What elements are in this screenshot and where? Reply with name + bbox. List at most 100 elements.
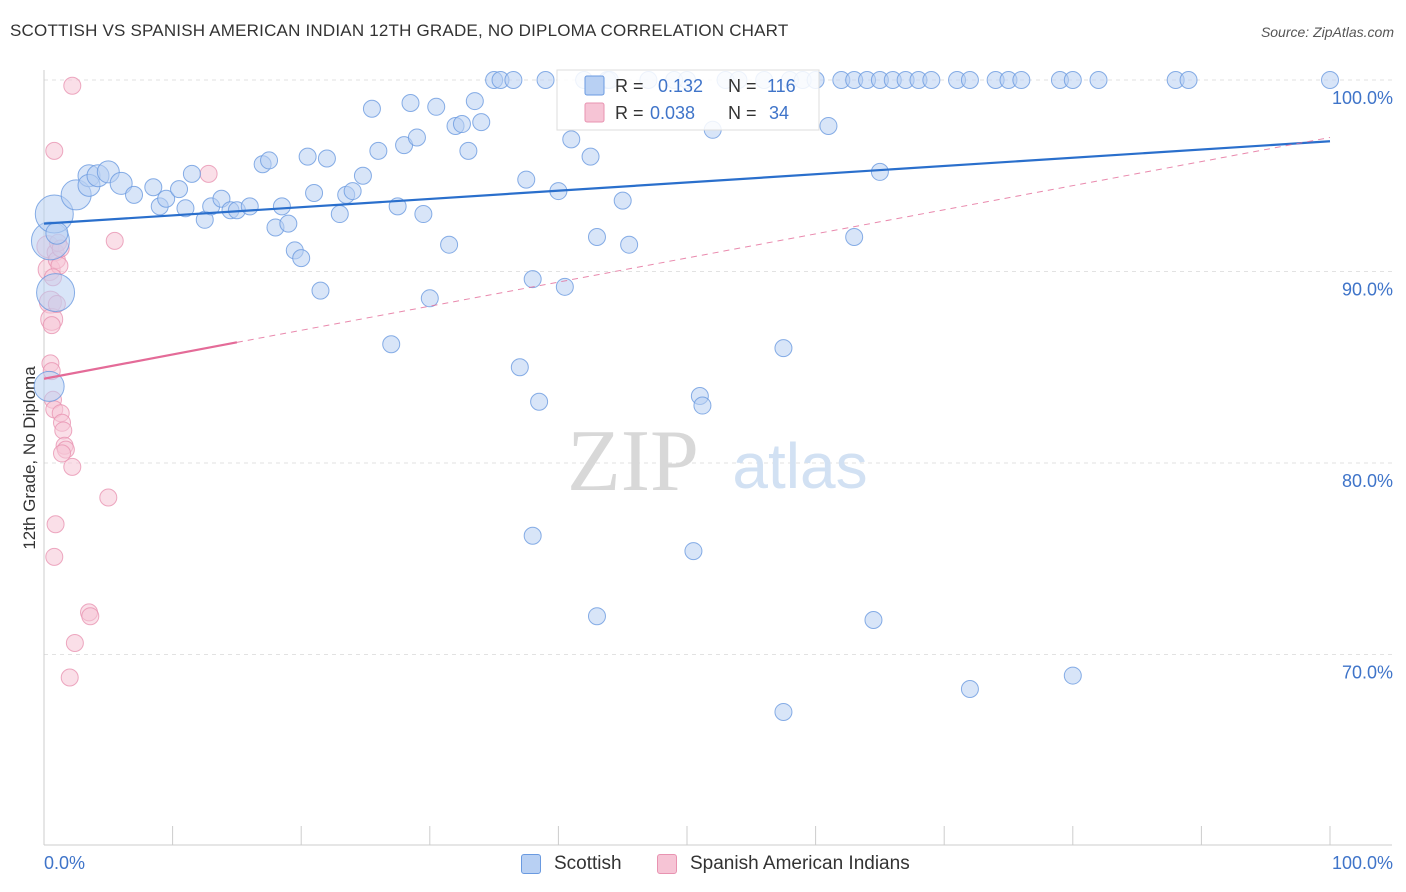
legend-label-scottish: Scottish [554,853,622,874]
scottish-point [536,71,555,89]
scottish-point [176,199,195,218]
scottish-point [1321,71,1339,89]
scottish-point [587,607,606,626]
stats-n-value: 116 [767,76,796,96]
watermark-zip: ZIP [567,413,699,510]
spanish-point [81,607,100,626]
scottish-point [517,170,536,189]
scottish-point [292,249,311,268]
scottish-point [125,185,144,204]
y-tick-labels: 100.0% 90.0% 80.0% 70.0% [1332,88,1393,683]
spanish-point [105,231,124,250]
scottish-point [510,358,529,377]
spanish-point [63,76,82,95]
spanish-point [46,515,65,534]
y-tick-label: 80.0% [1342,471,1393,491]
gridlines [44,79,1392,655]
source-credit: Source: ZipAtlas.com [1260,24,1394,40]
scottish-point [472,113,491,132]
scottish-point [620,235,639,254]
scottish-point [279,214,298,233]
spanish-point [60,668,79,687]
scottish-point [157,189,176,208]
scottish-point [407,128,426,147]
spanish-point [63,457,82,476]
scottish-point [864,611,883,630]
scottish-point [317,149,336,168]
scottish-point [530,392,549,411]
legend-item-spanish[interactable]: Spanish American Indians [657,852,910,876]
watermark-atlas: atlas [732,430,867,502]
scottish-point [819,116,838,135]
stats-r-value: 0.132 [658,76,703,96]
stats-swatch-spanish [584,102,605,123]
trend-line-spanish-extension [236,136,1331,343]
scottish-point [774,702,793,721]
scottish-point [1179,71,1198,89]
x-tick-label: 100.0% [1332,853,1393,873]
scottish-point [260,151,279,170]
scottish-point [369,141,388,160]
scottish-point [562,130,581,149]
scottish-point [523,526,542,545]
scottish-point [311,281,330,300]
scottish-point [427,97,446,116]
scottish-point [182,164,201,183]
scottish-point [870,162,889,181]
spanish-point [53,444,72,463]
scottish-point [330,205,349,224]
spanish-point [45,547,64,566]
scottish-point [922,71,941,89]
scottish-point [305,183,324,202]
scottish-point [401,93,420,112]
scottish-point [272,197,291,216]
scottish-point [504,71,523,89]
x-tick-label: 0.0% [44,853,85,873]
scottish-point [587,228,606,247]
scottish-point [45,221,69,245]
trend-lines [43,136,1331,380]
trend-line-scottish [43,140,1331,225]
scottish-point [960,71,979,89]
stats-r-value: 0.038 [650,103,695,123]
stats-r-label: R = [615,103,644,123]
scottish-point [1063,71,1082,89]
axes [43,70,1392,846]
stats-swatch-scottish [584,75,605,96]
chart-title: SCOTTISH VS SPANISH AMERICAN INDIAN 12TH… [10,21,789,40]
scottish-point [960,679,979,698]
scottish-point [1089,71,1108,89]
spanish-point [65,634,84,653]
stats-n-label: N = [728,103,757,123]
scottish-point [581,147,600,166]
scottish-point [420,289,439,308]
scottish-point [693,396,712,415]
spanish-point [199,164,218,183]
spanish-point [42,316,61,335]
scottish-point [414,205,433,224]
watermark: ZIP atlas [567,413,868,510]
trend-line-spanish [43,341,238,380]
scottish-point [774,339,793,358]
y-tick-label: 100.0% [1332,88,1393,108]
scottish-point [240,197,259,216]
stats-r-label: R = [615,76,644,96]
scottish-point [452,115,471,134]
stats-box: R = 0.132 N = 116 R = 0.038 N = 34 [556,69,820,131]
scottish-point [613,191,632,210]
scottish-point [382,335,401,354]
scottish-point [465,92,484,111]
scottish-point [684,542,703,561]
series-scottish-points [30,71,1339,721]
scottish-point [845,228,864,247]
scottish-point [459,141,478,160]
spanish-point [45,141,64,160]
legend-label-spanish: Spanish American Indians [690,853,910,874]
y-tick-label: 90.0% [1342,280,1393,300]
scottish-point [109,171,133,195]
scottish-point [523,270,542,289]
legend-item-scottish[interactable]: Scottish [521,852,622,876]
spanish-point [54,421,73,440]
scottish-point [1063,666,1082,685]
